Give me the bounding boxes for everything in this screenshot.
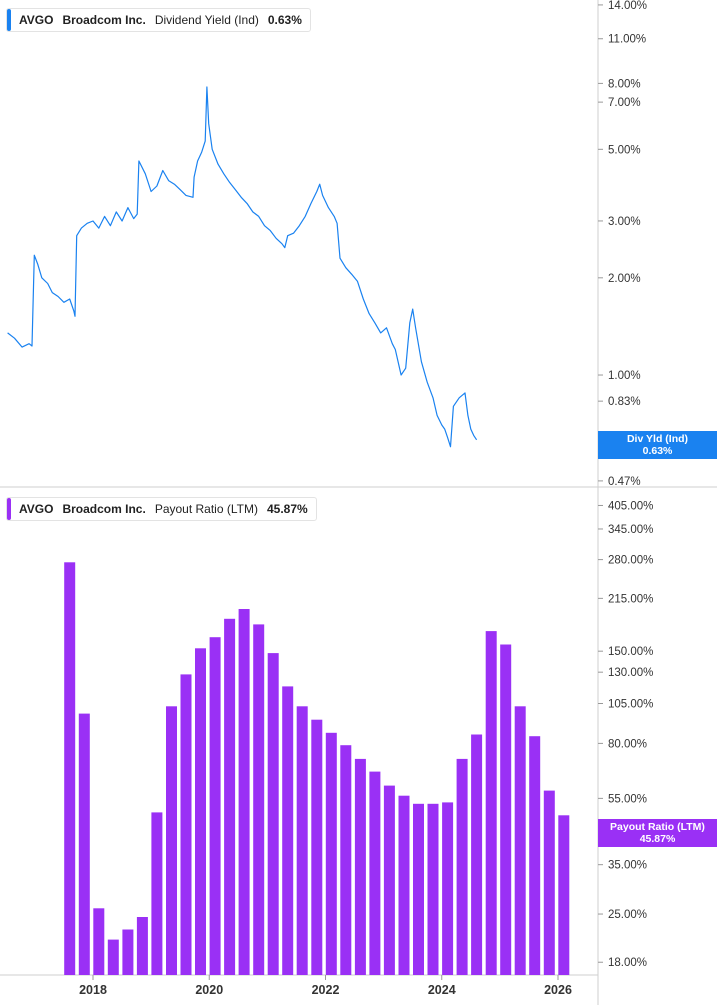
payout-legend-metric: Payout Ratio (LTM) [154, 502, 258, 516]
yield-tick-label: 14.00% [608, 0, 647, 12]
payout-bar [383, 785, 395, 975]
payout-bar [354, 758, 366, 975]
x-tick-label: 2024 [428, 983, 456, 997]
payout-tick-label: 150.00% [608, 646, 653, 658]
payout-bar [122, 929, 134, 975]
yield-tick-label: 1.00% [608, 370, 641, 382]
payout-bar [471, 734, 483, 975]
payout-bar [78, 713, 90, 975]
yield-legend-company: Broadcom Inc. [62, 13, 146, 27]
payout-bar [151, 812, 163, 975]
dividend-yield-line [7, 86, 478, 448]
payout-legend-value: 45.87% [266, 502, 308, 516]
payout-bar [369, 771, 381, 975]
x-axis: 2018 2020 2022 2024 2026 [79, 975, 572, 997]
payout-bar [325, 732, 337, 975]
x-tick-label: 2018 [79, 983, 107, 997]
x-tick-label: 2026 [544, 983, 572, 997]
yield-tick-label: 7.00% [608, 97, 641, 109]
payout-bar [485, 631, 497, 975]
payout-bar [107, 939, 119, 975]
payout-legend-ticker: AVGO [19, 502, 54, 516]
payout-bar [253, 624, 265, 975]
payout-tick-label: 280.00% [608, 555, 653, 567]
yield-tick-label: 3.00% [608, 216, 641, 228]
payout-legend-company: Broadcom Inc. [62, 502, 146, 516]
yield-badge-label: Div Yld (Ind) [626, 433, 689, 445]
x-tick-label: 2020 [195, 983, 223, 997]
payout-tick-label: 130.00% [608, 667, 653, 679]
payout-bar [296, 706, 308, 975]
payout-bar [442, 802, 454, 975]
payout-legend: AVGO Broadcom Inc. Payout Ratio (LTM) 45… [6, 497, 317, 521]
payout-bar [413, 803, 424, 975]
payout-bar [427, 803, 439, 975]
payout-bar [64, 562, 76, 975]
payout-tick-label: 18.00% [608, 957, 647, 969]
payout-bar [238, 609, 250, 975]
yield-tick-label: 11.00% [608, 34, 646, 46]
yield-y-axis: 14.00% 11.00% 8.00% 7.00% 5.00% 3.00% 2.00% 1.0… [598, 0, 647, 488]
payout-tick-label: 105.00% [608, 699, 653, 711]
payout-badge-label: Payout Ratio (LTM) [610, 821, 705, 833]
payout-bar [529, 736, 541, 975]
payout-bar [282, 686, 294, 975]
payout-bar [500, 644, 512, 975]
yield-legend-swatch [7, 9, 11, 31]
payout-bar [195, 648, 206, 975]
payout-bar [93, 908, 105, 975]
yield-legend-value: 0.63% [267, 13, 302, 27]
yield-tick-label: 0.47% [608, 476, 641, 488]
payout-bar [456, 758, 468, 975]
yield-tick-label: 0.83% [608, 396, 641, 408]
payout-bar [543, 790, 555, 975]
payout-tick-label: 80.00% [608, 738, 647, 750]
payout-current-badge: Payout Ratio (LTM) 45.87% [598, 819, 717, 847]
payout-tick-label: 55.00% [608, 793, 647, 805]
payout-bar [224, 618, 236, 975]
yield-badge-value: 0.63% [642, 445, 673, 457]
payout-bar [398, 795, 410, 975]
yield-current-badge: Div Yld (Ind) 0.63% [598, 431, 717, 459]
payout-bar [558, 815, 570, 975]
payout-ratio-bars [64, 562, 570, 975]
payout-tick-label: 25.00% [608, 909, 647, 921]
yield-tick-label: 2.00% [608, 273, 641, 285]
dividend-yield-series-line [7, 86, 478, 448]
payout-badge-value: 45.87% [639, 833, 676, 845]
yield-legend-metric: Dividend Yield (Ind) [154, 13, 259, 27]
payout-y-axis: 405.00% 345.00% 280.00% 215.00% 150.00% 130.0… [598, 500, 653, 969]
yield-tick-label: 5.00% [608, 144, 641, 156]
payout-tick-label: 405.00% [608, 500, 653, 512]
payout-tick-label: 215.00% [608, 593, 653, 605]
payout-bar [166, 706, 177, 975]
payout-tick-label: 35.00% [608, 860, 647, 872]
payout-legend-swatch [7, 498, 11, 520]
payout-tick-label: 345.00% [608, 524, 653, 536]
yield-tick-label: 8.00% [608, 78, 641, 90]
payout-bar [209, 637, 221, 975]
payout-bar [180, 674, 192, 975]
yield-legend: AVGO Broadcom Inc. Dividend Yield (Ind) … [6, 8, 311, 32]
payout-bar [136, 917, 148, 975]
payout-bar [514, 706, 526, 975]
payout-bar [311, 719, 323, 975]
yield-legend-ticker: AVGO [19, 13, 54, 27]
payout-bar [267, 653, 279, 975]
x-tick-label: 2022 [312, 983, 340, 997]
payout-bar [340, 745, 352, 975]
